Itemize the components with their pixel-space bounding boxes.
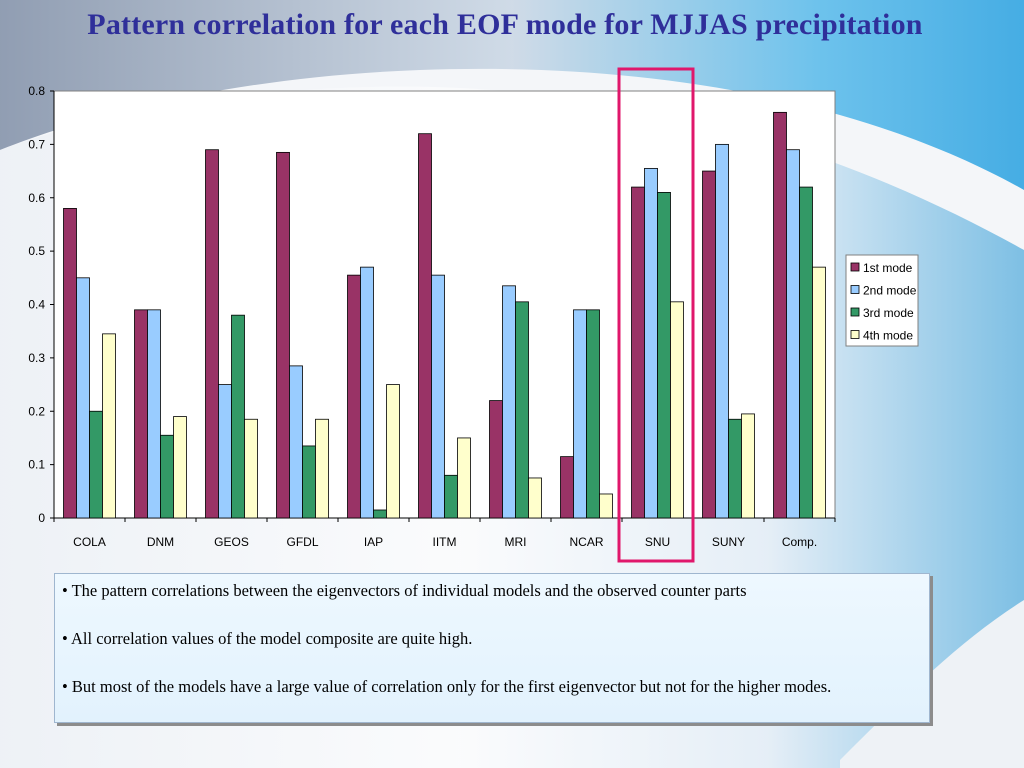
snu-highlight-box	[617, 67, 695, 563]
bar-1-suny	[702, 170, 716, 519]
bar-1-iap	[347, 274, 361, 519]
bar-4-snu	[670, 301, 684, 519]
y-tick-label: 0.6	[28, 191, 45, 205]
legend-swatch	[850, 330, 860, 339]
legend-label: 3rd mode	[863, 306, 914, 320]
bar-2-cola	[76, 277, 90, 519]
bar-4-mri	[528, 477, 542, 519]
bar-4-gfdl	[315, 418, 329, 519]
y-tick-label: 0.7	[28, 137, 45, 151]
x-tick-label: MRI	[505, 535, 527, 549]
chart-legend: 1st mode 2nd mode 3rd mode 4th mode	[845, 254, 919, 347]
x-tick-label: Comp.	[782, 535, 817, 549]
y-tick-label: 0	[38, 511, 45, 525]
bar-1-dnm	[134, 309, 148, 519]
bar-2-suny	[715, 143, 729, 519]
bar-2-dnm	[147, 309, 161, 519]
bar-4-suny	[741, 413, 755, 519]
bar-1-ncar	[560, 456, 574, 519]
bar-1-cola	[63, 208, 77, 519]
bar-4-comp	[812, 266, 826, 519]
bar-2-iap	[360, 266, 374, 519]
y-tick-label: 0.5	[28, 244, 45, 258]
bar-1-gfdl	[276, 151, 290, 519]
bar-3-dnm	[160, 434, 174, 519]
note-pattern-correlations: • The pattern correlations between the e…	[62, 581, 747, 600]
y-tick-label: 0.3	[28, 351, 45, 365]
bar-2-iitm	[431, 274, 445, 519]
bar-2-comp	[786, 149, 800, 519]
bar-3-comp	[799, 186, 813, 519]
bar-1-comp	[773, 111, 787, 519]
legend-label: 2nd mode	[863, 284, 917, 298]
x-tick-label: GFDL	[286, 535, 318, 549]
bar-2-gfdl	[289, 365, 303, 519]
x-axis: COLA DNM GEOS GFDL IAP IITM MRI NCAR SNU SUNY Comp…	[53, 517, 836, 549]
x-tick-label: SUNY	[712, 535, 745, 549]
y-tick-label: 0.8	[28, 84, 45, 98]
bar-1-snu	[631, 186, 645, 519]
bar-series	[63, 111, 826, 519]
x-tick-label: IITM	[433, 535, 457, 549]
bar-3-ncar	[586, 309, 600, 519]
note-composite-high: • All correlation values of the model co…	[62, 629, 473, 648]
bar-4-dnm	[173, 416, 187, 519]
y-tick-label: 0.4	[28, 298, 45, 312]
bar-1-geos	[205, 149, 219, 519]
bar-4-cola	[102, 333, 116, 519]
legend-swatch	[850, 285, 860, 294]
bar-3-gfdl	[302, 445, 316, 519]
x-tick-label: COLA	[73, 535, 106, 549]
bar-3-iitm	[444, 474, 458, 519]
x-tick-label: SNU	[645, 535, 670, 549]
slide-title: Pattern correlation for each EOF mode fo…	[87, 8, 923, 41]
bar-2-mri	[502, 285, 516, 519]
bar-4-geos	[244, 418, 258, 519]
legend-swatch	[850, 262, 860, 272]
bar-3-geos	[231, 314, 245, 519]
bar-3-mri	[515, 301, 529, 519]
bar-3-suny	[728, 418, 742, 519]
x-tick-label: GEOS	[214, 535, 249, 549]
legend-label: 4th mode	[863, 329, 913, 343]
bar-3-cola	[89, 410, 103, 519]
bar-3-iap	[373, 509, 387, 519]
y-axis: 0 0.1 0.2 0.3 0.4 0.5 0.6 0.7 0.8	[28, 84, 55, 525]
bar-1-iitm	[418, 133, 432, 519]
note-first-eigenvector: • But most of the models have a large va…	[62, 677, 832, 696]
y-tick-label: 0.2	[28, 404, 45, 418]
x-tick-label: IAP	[364, 535, 383, 549]
legend-label: 1st mode	[863, 261, 913, 275]
y-tick-label: 0.1	[28, 458, 45, 472]
x-tick-label: DNM	[147, 535, 174, 549]
bar-2-geos	[218, 384, 232, 519]
bar-2-snu	[644, 167, 658, 519]
bar-2-ncar	[573, 309, 587, 519]
bar-4-iap	[386, 384, 400, 519]
bar-4-iitm	[457, 437, 471, 519]
legend-swatch	[850, 307, 860, 317]
bar-1-mri	[489, 400, 503, 519]
bar-3-snu	[657, 192, 671, 519]
x-tick-label: NCAR	[569, 535, 603, 549]
notes-box: • The pattern correlations between the e…	[54, 573, 930, 723]
bar-4-ncar	[599, 493, 613, 519]
